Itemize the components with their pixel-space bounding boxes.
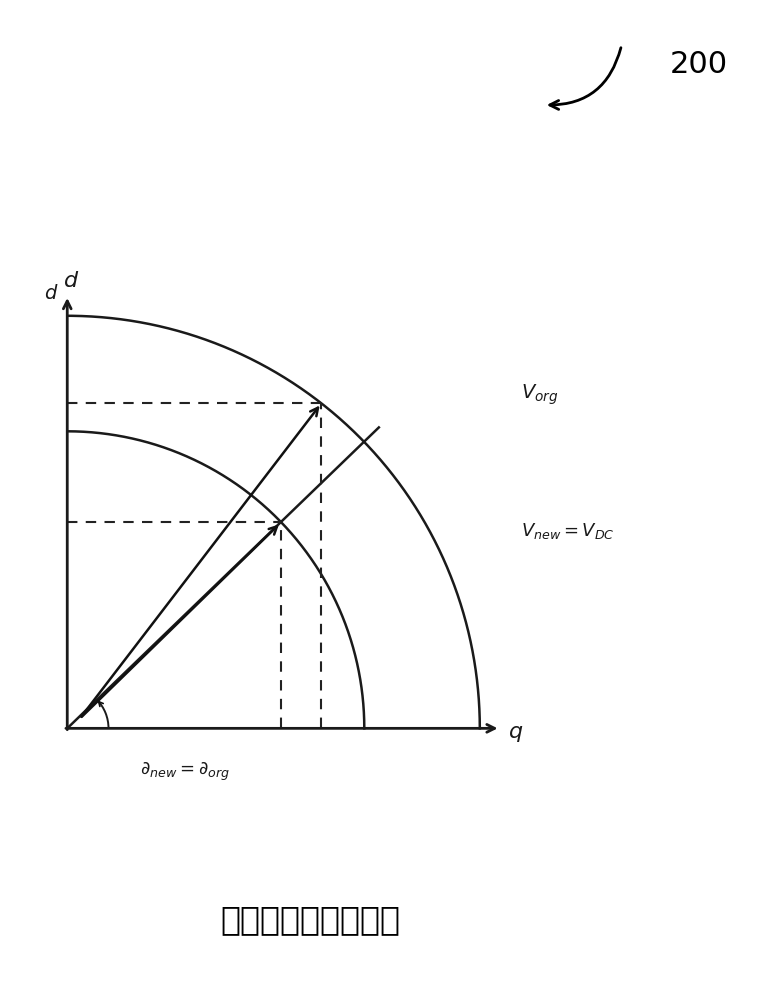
Text: $V_{org}$: $V_{org}$ (521, 383, 559, 407)
Text: q: q (509, 722, 523, 742)
Text: $V_{new} = V_{DC}$: $V_{new} = V_{DC}$ (521, 521, 615, 541)
Text: 方向保持电压限制器: 方向保持电压限制器 (221, 904, 401, 936)
Text: $\partial_{new} = \partial_{org}$: $\partial_{new} = \partial_{org}$ (140, 761, 230, 783)
Text: d: d (64, 271, 78, 291)
FancyArrowPatch shape (550, 48, 621, 109)
Text: 200: 200 (671, 50, 728, 79)
Text: d: d (44, 284, 57, 303)
